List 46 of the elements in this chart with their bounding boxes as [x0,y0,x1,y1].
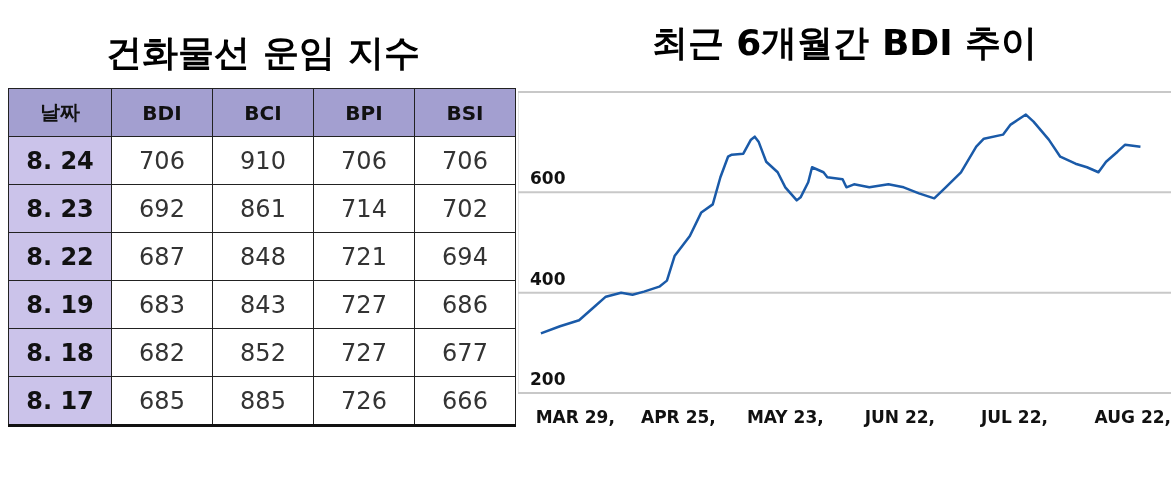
y-tick-label: 400 [530,268,566,289]
category-label: 8. 19 [8,280,112,329]
text: 날짜 [8,88,112,137]
data-label: 686 [414,280,516,329]
data-label: 885 [212,376,314,426]
data-label: 692 [111,184,213,233]
data-label: 677 [414,328,516,377]
x-tick-label: MAY 23, [746,407,824,428]
text: BPI [313,88,415,137]
data-label: 726 [313,376,415,426]
data-label: 702 [414,184,516,233]
x-tick-label: MAR 29, [535,407,615,428]
text: BDI [111,88,213,137]
category-label: 8. 18 [8,328,112,377]
data-label: 706 [414,136,516,185]
x-tick-label: JUN 22, [863,407,936,428]
x-tick-label: AUG 22, [1094,407,1171,428]
y-tick-label: 200 [530,369,566,389]
data-label: 727 [313,280,415,329]
data-label: 727 [313,328,415,377]
x-tick-label: APR 25, [641,407,716,428]
data-label: 685 [111,376,213,426]
text: BSI [414,88,516,137]
data-label: 910 [212,136,314,185]
data-label: 714 [313,184,415,233]
data-label: 682 [111,328,213,377]
text: 건화물선 운임 지수 [105,31,421,75]
data-label: 861 [212,184,314,233]
category-label: 8. 23 [8,184,112,233]
data-label: 694 [414,232,516,281]
data-label: 687 [111,232,213,281]
category-label: 8. 24 [8,136,112,185]
data-label: 848 [212,232,314,281]
category-label: 8. 17 [8,376,112,426]
chart-title: 최근 6개월간 BDI 추이 [650,21,1039,65]
data-label: 706 [111,136,213,185]
data-label: 683 [111,280,213,329]
category-label: 8. 22 [8,232,112,281]
y-tick-label: 600 [530,168,566,189]
data-label: 721 [313,232,415,281]
data-label: 666 [414,376,516,426]
data-label: 843 [212,280,314,329]
x-tick-label: JUL 22, [979,407,1048,428]
text: BCI [212,88,314,137]
data-label: 706 [313,136,415,185]
data-label: 852 [212,328,314,377]
